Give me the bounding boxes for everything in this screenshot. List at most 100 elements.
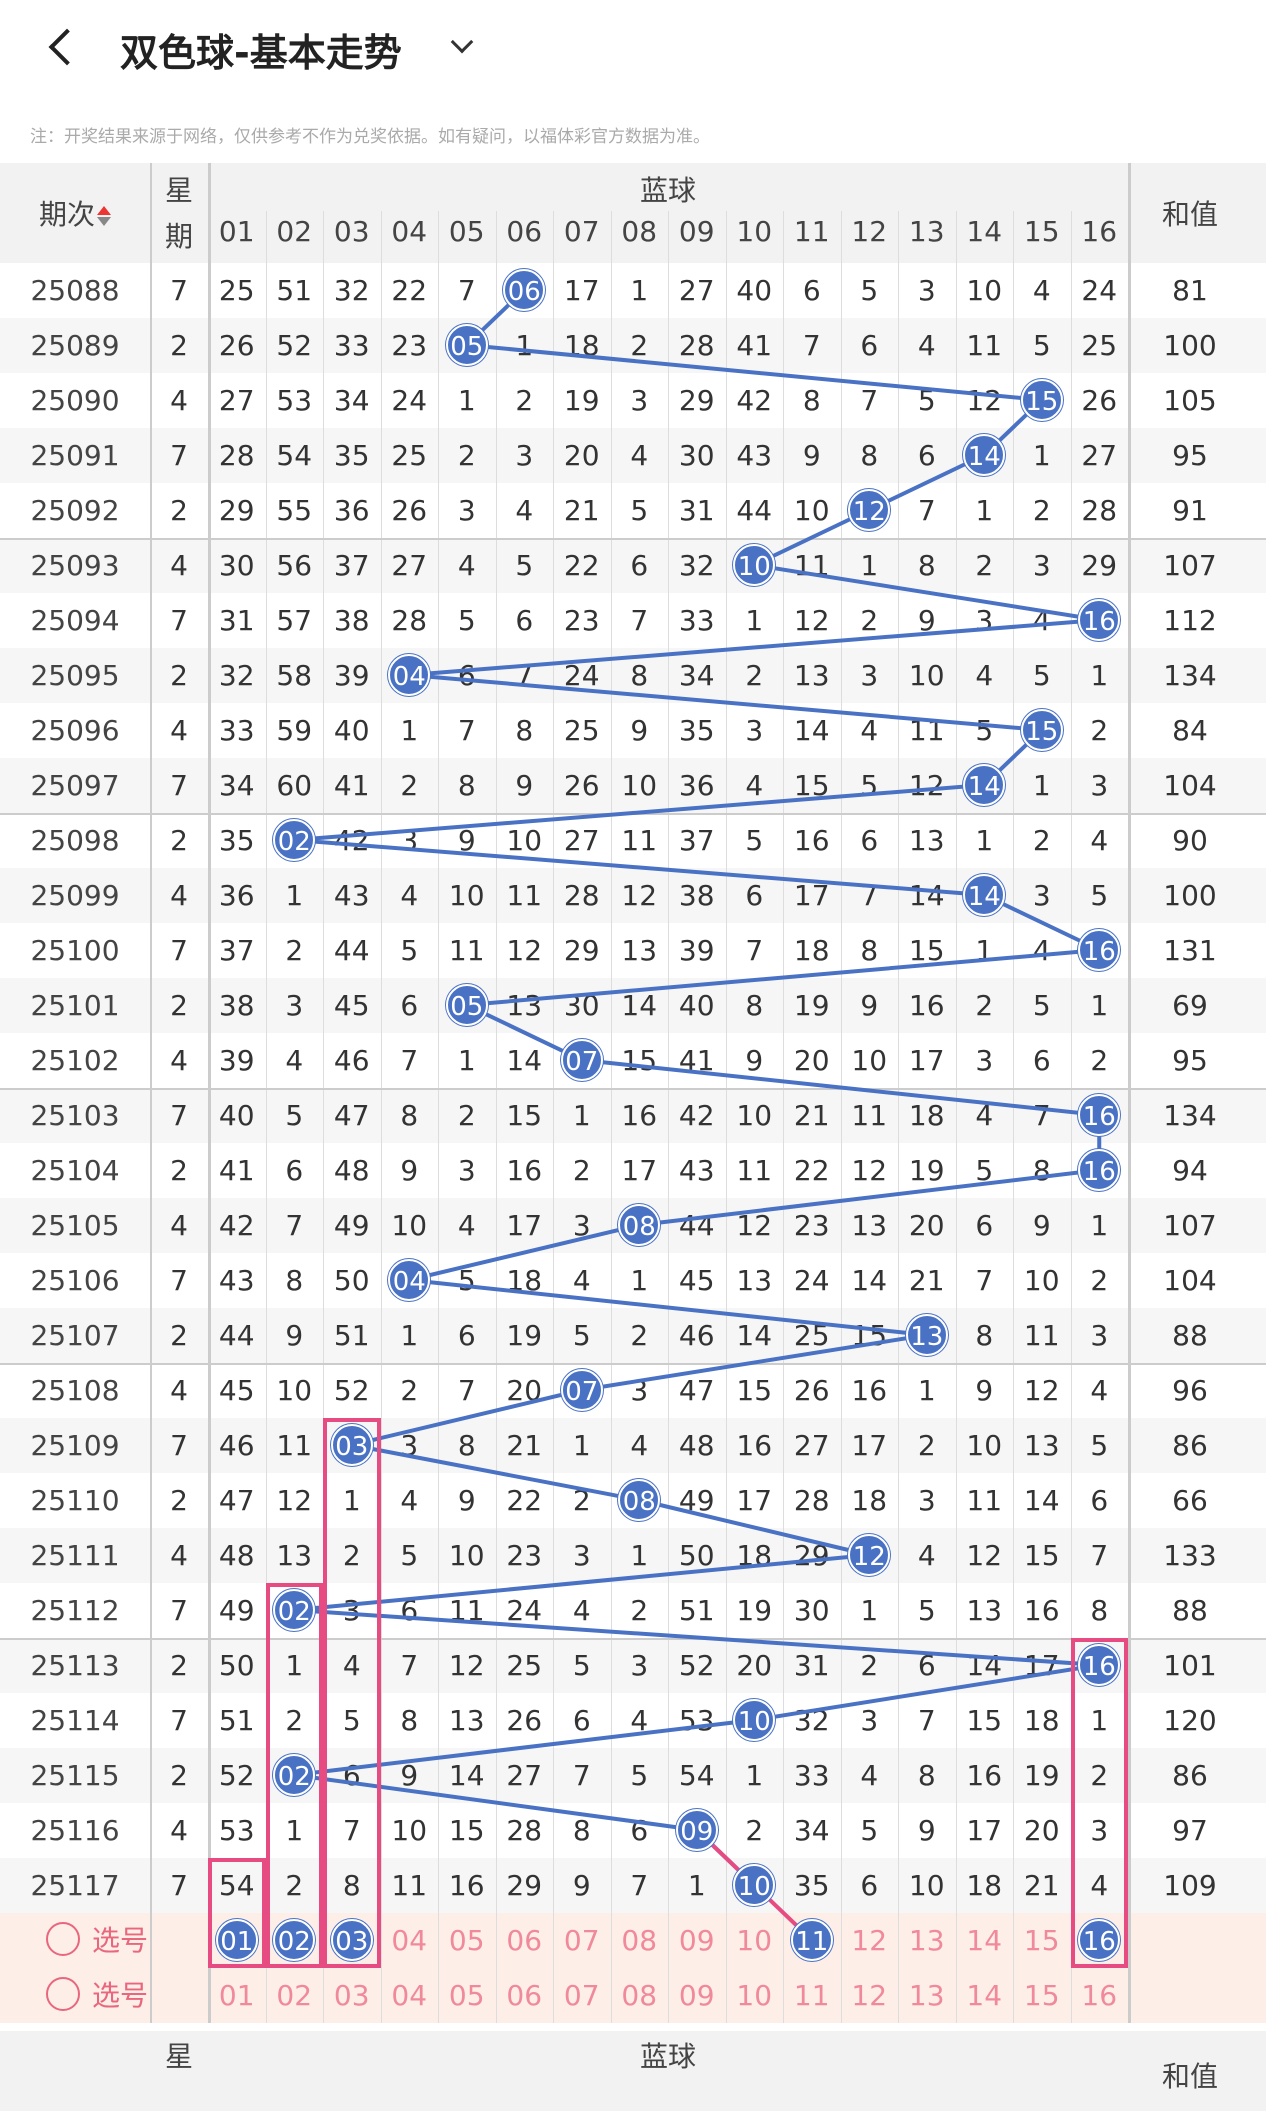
hit-ball: 09 bbox=[675, 1809, 718, 1851]
pick-number[interactable]: 06 bbox=[506, 1979, 543, 2012]
table-row: 25106 7 43 8 50 04 5 18 4 1 45 13 24 14 21 7 10 2 104 bbox=[0, 1253, 1266, 1308]
chevron-down-icon[interactable] bbox=[448, 30, 478, 60]
miss-count-cell: 7 bbox=[457, 274, 476, 307]
miss-count-cell: 43 bbox=[218, 1264, 255, 1297]
pick-number[interactable]: 12 bbox=[851, 1924, 888, 1957]
selected-number-ball[interactable]: 03 bbox=[330, 1919, 373, 1961]
pick-number[interactable]: 11 bbox=[793, 1979, 830, 2012]
week-cell: 2 bbox=[170, 659, 188, 692]
selected-number-ball[interactable]: 16 bbox=[1078, 1919, 1121, 1961]
sum-cell: 131 bbox=[1163, 934, 1217, 967]
miss-count-cell: 21 bbox=[563, 494, 600, 527]
pick-number[interactable]: 10 bbox=[736, 1979, 773, 2012]
miss-count-cell: 6 bbox=[285, 1154, 304, 1187]
miss-count-cell: 10 bbox=[506, 824, 543, 857]
pick-number[interactable]: 04 bbox=[391, 1924, 428, 1957]
pick-number[interactable]: 01 bbox=[218, 1979, 255, 2012]
miss-count-cell: 12 bbox=[736, 1209, 773, 1242]
miss-count-cell: 4 bbox=[860, 714, 879, 747]
pick-number[interactable]: 08 bbox=[621, 1924, 658, 1957]
miss-count-cell: 33 bbox=[333, 329, 370, 362]
miss-count-cell: 29 bbox=[793, 1539, 830, 1572]
pick-number[interactable]: 16 bbox=[1081, 1979, 1118, 2012]
week-cell: 7 bbox=[170, 934, 188, 967]
period-cell: 25093 bbox=[30, 549, 120, 582]
pick-number[interactable]: 13 bbox=[908, 1924, 945, 1957]
miss-count-cell: 34 bbox=[333, 384, 370, 417]
period-header[interactable]: 期次 bbox=[0, 193, 150, 233]
miss-count-cell: 30 bbox=[218, 549, 255, 582]
blue-ball-group-footer: 蓝球 bbox=[639, 2040, 696, 2073]
miss-count-cell: 17 bbox=[966, 1814, 1003, 1847]
pick-number[interactable]: 08 bbox=[621, 1979, 658, 2012]
miss-count-cell: 19 bbox=[736, 1594, 773, 1627]
miss-count-cell: 2 bbox=[400, 769, 419, 802]
pick-number[interactable]: 15 bbox=[1023, 1924, 1060, 1957]
pick-number[interactable]: 09 bbox=[678, 1979, 715, 2012]
miss-count-cell: 5 bbox=[1032, 329, 1051, 362]
pick-number[interactable]: 05 bbox=[448, 1924, 485, 1957]
period-cell: 25107 bbox=[30, 1319, 120, 1352]
miss-count-cell: 14 bbox=[851, 1264, 888, 1297]
pick-number[interactable]: 07 bbox=[563, 1924, 600, 1957]
column-header-06: 06 bbox=[506, 215, 543, 248]
pick-number[interactable]: 10 bbox=[736, 1924, 773, 1957]
table-row: 25103 7 40 5 47 8 2 15 1 16 42 10 21 11 18 4 7 16 134 bbox=[0, 1088, 1266, 1143]
back-arrow-icon[interactable] bbox=[40, 24, 80, 72]
week-cell: 2 bbox=[170, 1319, 188, 1352]
miss-count-cell: 40 bbox=[218, 1099, 255, 1132]
miss-count-cell: 6 bbox=[860, 329, 879, 362]
miss-count-cell: 10 bbox=[908, 659, 945, 692]
pick-number[interactable]: 02 bbox=[276, 1979, 313, 2012]
hit-ball: 15 bbox=[1020, 379, 1063, 421]
sort-icon[interactable] bbox=[97, 206, 111, 226]
pick-number[interactable]: 07 bbox=[563, 1979, 600, 2012]
selected-number-ball[interactable]: 11 bbox=[790, 1919, 833, 1961]
pick-number[interactable]: 14 bbox=[966, 1924, 1003, 1957]
period-cell: 25108 bbox=[30, 1374, 120, 1407]
miss-count-cell: 5 bbox=[975, 1154, 994, 1187]
pick-number[interactable]: 06 bbox=[506, 1924, 543, 1957]
pick-number[interactable]: 14 bbox=[966, 1979, 1003, 2012]
selected-number-ball[interactable]: 02 bbox=[273, 1919, 316, 1961]
miss-count-cell: 29 bbox=[563, 934, 600, 967]
miss-count-cell: 7 bbox=[630, 604, 649, 637]
miss-count-cell: 4 bbox=[1032, 274, 1051, 307]
miss-count-cell: 8 bbox=[400, 1704, 419, 1737]
week-header-top: 星 bbox=[164, 174, 193, 207]
miss-count-cell: 8 bbox=[860, 439, 879, 472]
miss-count-cell: 16 bbox=[966, 1759, 1003, 1792]
miss-count-cell: 15 bbox=[736, 1374, 773, 1407]
pick-number[interactable]: 05 bbox=[448, 1979, 485, 2012]
miss-count-cell: 23 bbox=[563, 604, 600, 637]
column-header-07: 07 bbox=[563, 215, 600, 248]
week-cell: 7 bbox=[170, 274, 188, 307]
pick-radio[interactable]: 选号 bbox=[46, 1968, 166, 2023]
miss-count-cell: 30 bbox=[563, 989, 600, 1022]
pick-number[interactable]: 04 bbox=[391, 1979, 428, 2012]
column-divider bbox=[1128, 163, 1131, 2023]
pick-number[interactable]: 13 bbox=[908, 1979, 945, 2012]
sum-cell: 95 bbox=[1172, 1044, 1208, 1077]
miss-count-cell: 14 bbox=[793, 714, 830, 747]
miss-count-cell: 29 bbox=[506, 1869, 543, 1902]
selected-number-ball[interactable]: 01 bbox=[215, 1919, 258, 1961]
miss-count-cell: 39 bbox=[678, 934, 715, 967]
miss-count-cell: 6 bbox=[860, 824, 879, 857]
miss-count-cell: 21 bbox=[1023, 1869, 1060, 1902]
miss-count-cell: 8 bbox=[975, 1319, 994, 1352]
pick-number[interactable]: 09 bbox=[678, 1924, 715, 1957]
miss-count-cell: 17 bbox=[1023, 1649, 1060, 1682]
table-footer-header: 星 蓝球 和值 bbox=[0, 2031, 1266, 2111]
pick-number[interactable]: 12 bbox=[851, 1979, 888, 2012]
miss-count-cell: 5 bbox=[572, 1649, 591, 1682]
miss-count-cell: 43 bbox=[333, 879, 370, 912]
miss-count-cell: 2 bbox=[975, 989, 994, 1022]
miss-count-cell: 2 bbox=[860, 1649, 879, 1682]
miss-count-cell: 10 bbox=[736, 1099, 773, 1132]
pick-radio[interactable]: 选号 bbox=[46, 1913, 166, 1968]
pick-number[interactable]: 03 bbox=[333, 1979, 370, 2012]
pick-number[interactable]: 15 bbox=[1023, 1979, 1060, 2012]
miss-count-cell: 4 bbox=[1090, 1374, 1109, 1407]
miss-count-cell: 14 bbox=[908, 879, 945, 912]
